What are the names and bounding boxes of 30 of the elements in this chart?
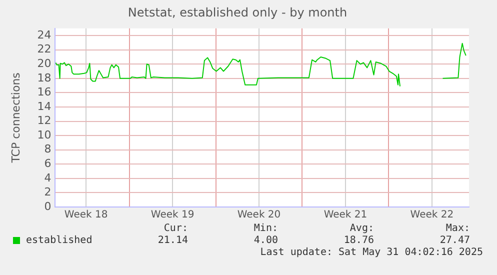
- y-axis-title: TCP connections: [9, 72, 22, 164]
- x-tick-label: Week 19: [150, 210, 194, 221]
- text: 21.14: [158, 235, 188, 246]
- y-tick-label: 8: [44, 142, 52, 156]
- x-tick-label: Week 21: [324, 210, 368, 221]
- y-tick-label: 14: [37, 100, 52, 113]
- text: Cur:: [164, 223, 188, 234]
- y-tick-label: 6: [44, 156, 52, 170]
- text: Min:: [254, 223, 278, 234]
- y-tick-label: 4: [44, 171, 52, 184]
- y-tick-label: 2: [44, 186, 52, 199]
- y-tick-label: 10: [37, 128, 52, 142]
- y-tick-label: 24: [37, 28, 52, 42]
- text: Max:: [446, 223, 470, 234]
- text: 18.76: [344, 235, 374, 246]
- x-tick-label: Week 20: [237, 210, 281, 221]
- y-tick-label: 0: [44, 200, 52, 213]
- y-tick-label: 12: [37, 114, 52, 128]
- text: Last update: Sat May 31 04:02:16 2025: [260, 247, 483, 258]
- y-tick-label: 18: [37, 71, 52, 84]
- x-tick-label: Week 18: [64, 210, 108, 221]
- legend-label: established: [26, 235, 92, 246]
- chart-title: Netstat, established only - by month: [128, 5, 348, 20]
- y-tick-label: 22: [37, 42, 52, 56]
- y-tick-label: 20: [37, 56, 52, 70]
- y-tick-label: 16: [37, 86, 52, 99]
- text: 4.00: [254, 235, 278, 246]
- x-tick-label: Week 22: [410, 210, 454, 221]
- text: 27.47: [440, 235, 470, 246]
- text: Avg:: [350, 223, 374, 234]
